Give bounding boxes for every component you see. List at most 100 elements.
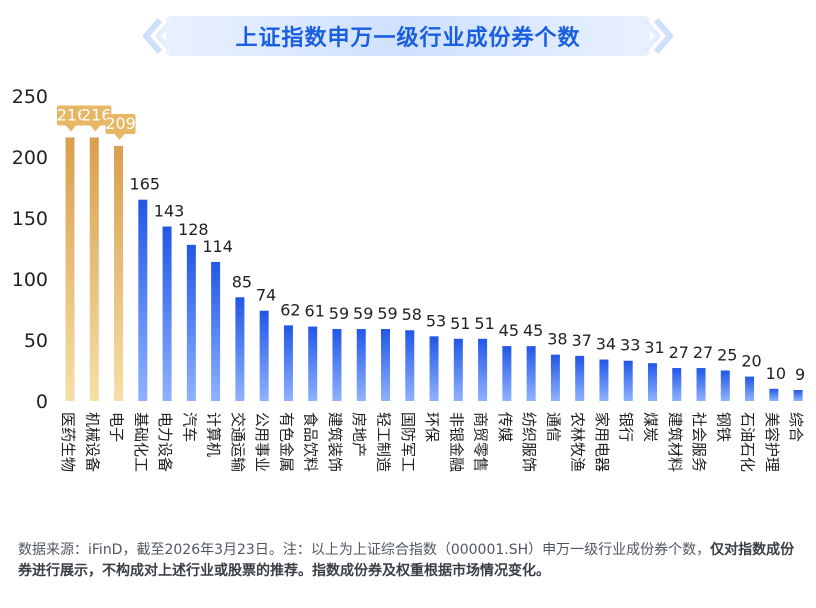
- bar-农林牧渔: [575, 355, 585, 401]
- x-tick-label: 基础化工: [132, 412, 150, 472]
- y-tick-label: 50: [24, 330, 48, 352]
- bar-基础化工: [138, 199, 148, 401]
- x-tick-label: 通信: [544, 412, 562, 442]
- value-label: 31: [644, 338, 664, 357]
- bar-社会服务: [696, 368, 706, 401]
- value-label: 59: [353, 304, 373, 323]
- chart-title-banner: 上证指数申万一级行业成份券个数: [140, 10, 676, 62]
- bar-食品饮料: [308, 326, 318, 401]
- bar-银行: [623, 360, 633, 401]
- bar-煤炭: [647, 363, 657, 401]
- value-label-badge: [105, 114, 136, 135]
- value-label: 128: [178, 220, 209, 239]
- value-label-pointer: [114, 134, 125, 141]
- bar-综合: [793, 390, 803, 401]
- x-tick-label: 美容护理: [763, 412, 781, 472]
- value-label: 216: [57, 105, 88, 124]
- value-label: 9: [795, 365, 805, 384]
- x-tick-label: 石油石化: [739, 412, 757, 472]
- bar-家用电器: [599, 359, 609, 401]
- value-label: 10: [766, 364, 786, 383]
- x-tick-label: 农林牧渔: [569, 412, 587, 472]
- x-tick-label: 食品饮料: [302, 412, 320, 472]
- x-tick-label: 钢铁: [714, 412, 732, 442]
- value-label: 45: [523, 321, 543, 340]
- x-tick-label: 房地产: [350, 412, 368, 457]
- bar-建筑装饰: [332, 329, 342, 401]
- x-tick-label: 煤炭: [641, 412, 659, 442]
- footnote-source: 数据来源：iFinD，截至2026年3月23日。注：以上为上证综合指数（0000…: [18, 542, 711, 558]
- y-tick-label: 0: [36, 391, 48, 413]
- value-label-badge: [57, 105, 87, 126]
- bar-钢铁: [720, 370, 730, 401]
- x-tick-label: 交通运输: [229, 412, 247, 472]
- value-label: 74: [256, 286, 276, 305]
- bar-机械设备: [89, 137, 99, 402]
- value-label-pointer: [90, 125, 101, 132]
- value-label: 114: [202, 237, 233, 256]
- x-tick-label: 公用事业: [253, 412, 271, 472]
- bar-美容护理: [769, 388, 779, 401]
- x-tick-label: 国防军工: [399, 412, 417, 472]
- value-label: 59: [377, 304, 397, 323]
- bar-医药生物: [65, 137, 75, 402]
- bar-交通运输: [235, 297, 245, 401]
- x-tick-label: 机械设备: [83, 412, 101, 472]
- x-tick-label: 建筑材料: [666, 412, 684, 472]
- value-label: 20: [741, 352, 761, 371]
- value-label: 27: [693, 343, 713, 362]
- x-tick-label: 家用电器: [593, 412, 611, 472]
- x-tick-label: 社会服务: [690, 412, 708, 472]
- bars-group: [65, 137, 803, 402]
- bar-非银金融: [453, 338, 463, 401]
- x-axis-labels-group: 医药生物 机械设备 电子 基础化工 电力设备 汽车 计算机 交通运输 公用事业 有色金属 食品饮料建…: [59, 412, 805, 472]
- value-label: 143: [154, 202, 185, 221]
- x-tick-label: 纺织服饰: [520, 412, 538, 472]
- y-tick-label: 250: [12, 86, 48, 108]
- bar-国防军工: [405, 330, 415, 401]
- bar-房地产: [356, 329, 366, 401]
- bar-传媒: [502, 346, 512, 401]
- value-label: 51: [474, 314, 494, 333]
- value-label: 45: [499, 321, 519, 340]
- x-tick-label: 商贸零售: [472, 412, 490, 472]
- value-label: 38: [547, 330, 567, 349]
- bar-石油石化: [745, 376, 755, 401]
- x-tick-label: 银行: [617, 412, 635, 442]
- value-label: 165: [130, 175, 161, 194]
- right-chevron-decoration-icon: [642, 18, 673, 54]
- bar-汽车: [186, 244, 196, 401]
- bar-纺织服饰: [526, 346, 536, 401]
- y-tick-label: 200: [12, 147, 48, 169]
- x-tick-label: 轻工制造: [375, 412, 393, 472]
- value-label: 33: [620, 336, 640, 355]
- value-label: 58: [402, 305, 422, 324]
- bar-建筑材料: [672, 368, 682, 401]
- bar-有色金属: [283, 325, 293, 401]
- value-label: 27: [669, 343, 689, 362]
- x-tick-label: 医药生物: [59, 412, 77, 472]
- bar-商贸零售: [478, 338, 488, 401]
- bar-公用事业: [259, 310, 269, 401]
- value-label: 85: [232, 272, 252, 291]
- value-label: 61: [305, 302, 325, 321]
- x-tick-label: 有色金属: [277, 412, 295, 472]
- bar-计算机: [211, 261, 221, 401]
- bar-电力设备: [162, 226, 172, 401]
- value-label: 216: [81, 105, 112, 124]
- x-tick-label: 汽车: [180, 412, 198, 442]
- x-tick-label: 非银金融: [447, 412, 465, 472]
- value-label: 51: [450, 314, 470, 333]
- value-label-badge: [81, 105, 112, 126]
- y-axis: 0 50 100 150 200 250: [12, 86, 48, 413]
- x-tick-label: 计算机: [205, 412, 223, 457]
- value-label: 37: [571, 331, 591, 350]
- value-label: 62: [280, 300, 300, 319]
- bar-通信: [550, 354, 560, 401]
- footnote: 数据来源：iFinD，截至2026年3月23日。注：以上为上证综合指数（0000…: [18, 540, 800, 582]
- value-label: 209: [105, 114, 136, 133]
- x-tick-label: 传媒: [496, 412, 514, 442]
- value-label-pointer: [66, 125, 76, 132]
- y-tick-label: 150: [12, 208, 48, 230]
